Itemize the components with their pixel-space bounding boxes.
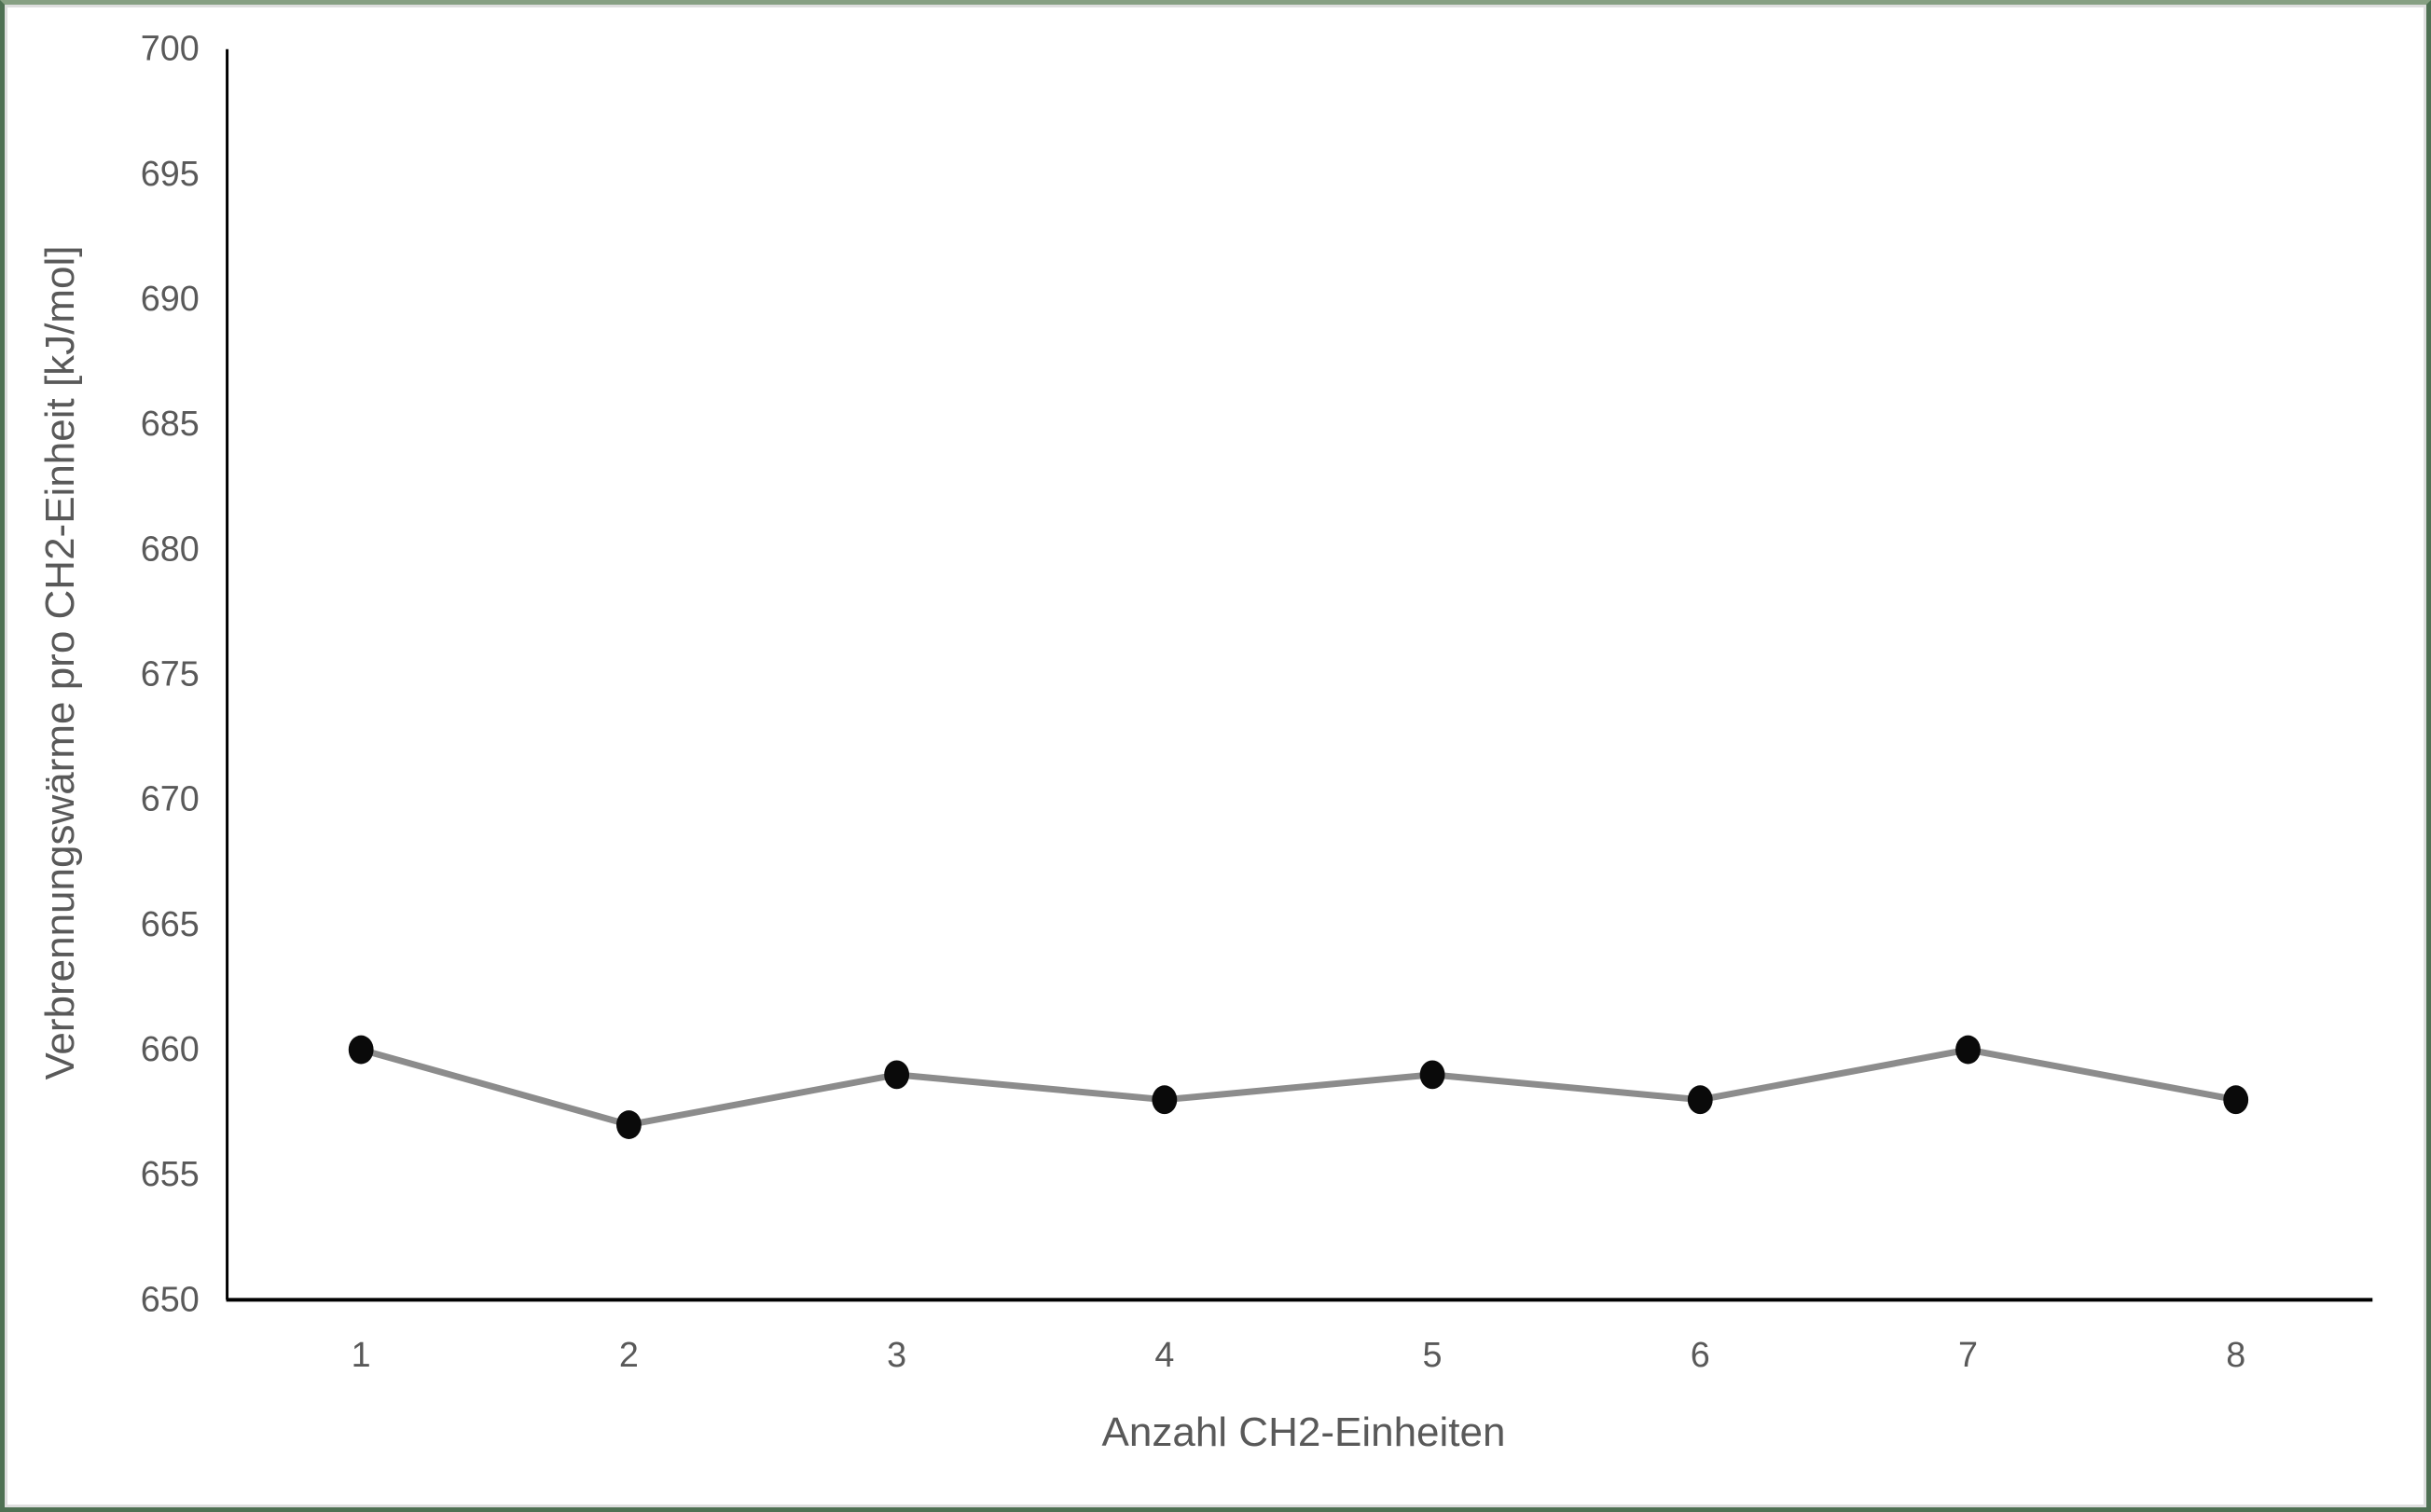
data-point	[1419, 1060, 1445, 1090]
x-axis-title: Anzahl CH2-Einheiten	[1101, 1409, 1506, 1455]
x-tick-label: 2	[619, 1336, 639, 1375]
x-tick-label: 4	[1154, 1336, 1174, 1375]
y-tick-label: 670	[141, 780, 200, 819]
data-point	[1687, 1085, 1713, 1115]
data-point	[1955, 1035, 1981, 1065]
y-tick-label: 650	[141, 1280, 200, 1319]
y-tick-label: 655	[141, 1155, 200, 1194]
data-point	[884, 1060, 910, 1090]
data-point	[348, 1035, 374, 1065]
data-point	[2223, 1085, 2249, 1115]
series-line	[357, 1046, 2240, 1129]
y-tick-label: 675	[141, 655, 200, 694]
y-tick-label: 665	[141, 905, 200, 944]
y-tick-label: 660	[141, 1030, 200, 1069]
data-point	[1152, 1085, 1178, 1115]
y-tick-label: 695	[141, 155, 200, 194]
y-tick-label: 685	[141, 405, 200, 444]
x-tick-label: 7	[1958, 1336, 1978, 1375]
y-tick-label: 690	[141, 280, 200, 319]
plot-area: 650 655 660 665 670 675 680 685 690 695 700 1 2 3 4 5 6 7…	[141, 30, 2373, 1375]
x-tick-label: 8	[2226, 1336, 2245, 1375]
x-tick-label: 6	[1691, 1336, 1710, 1375]
y-tick-label: 700	[141, 30, 200, 69]
y-axis-title: Verbrennungswärme pro CH2-Einheit [kJ/mo…	[37, 245, 83, 1080]
x-tick-label: 1	[352, 1336, 371, 1375]
x-tick-label: 3	[887, 1336, 906, 1375]
data-point	[615, 1110, 642, 1139]
line-chart: 650 655 660 665 670 675 680 685 690 695 700 1 2 3 4 5 6 7…	[141, 30, 2373, 1375]
x-tick-label: 5	[1423, 1336, 1443, 1375]
y-tick-label: 680	[141, 529, 200, 569]
